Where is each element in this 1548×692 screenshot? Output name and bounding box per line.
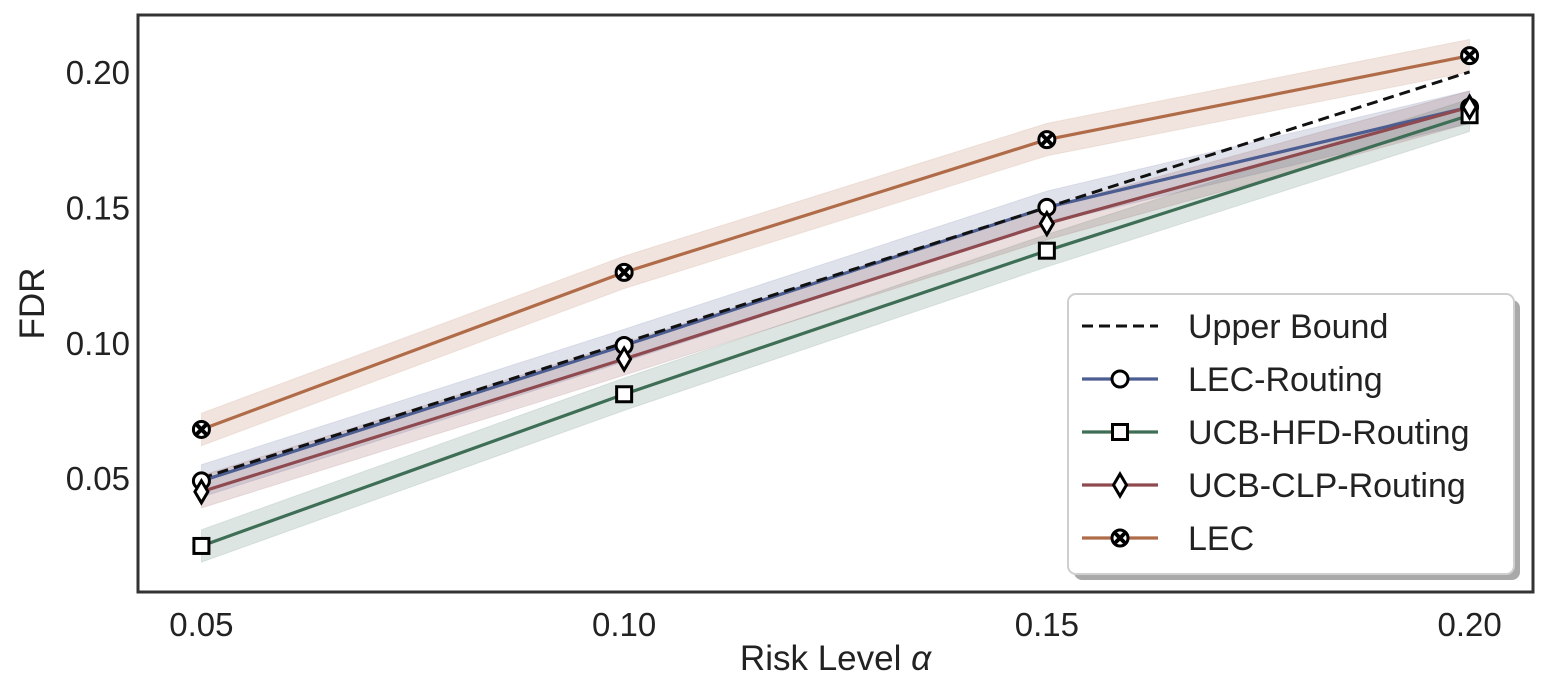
point-lec-3 [1037, 130, 1057, 150]
legend-marker-lec [1110, 528, 1130, 548]
legend-marker-ucb-hfd-routing [1111, 423, 1129, 441]
y-tick-label-1: 0.05 [66, 460, 130, 497]
x-axis-label-text: Risk Level [740, 639, 901, 678]
x-axis-label-symbol: α [911, 639, 932, 678]
band-ucb-hfd-routing [200, 98, 1471, 563]
plot-frame [136, 13, 1535, 594]
legend-entry-ucb-clp-routing: UCB-CLP-Routing [1082, 467, 1466, 505]
point-ucb-hfd-routing-3 [1037, 241, 1056, 260]
y-tick-label-3: 0.15 [66, 189, 130, 226]
x-axis-label: Risk Level α [740, 639, 932, 678]
point-lec-4 [1460, 46, 1480, 66]
legend-entry-upper-bound: Upper Bound [1082, 308, 1388, 346]
x-tick-label-2: 0.10 [592, 606, 656, 643]
y-tick-label-4: 0.20 [66, 54, 130, 91]
legend-entry-ucb-hfd-routing: UCB-HFD-Routing [1082, 414, 1470, 452]
y-axis-label: FDR [13, 268, 52, 340]
line-ucb-clp-routing [200, 105, 1471, 494]
point-ucb-hfd-routing-1 [192, 536, 211, 555]
y-axis-ticks: 0.05 0.10 0.15 0.20 [66, 54, 130, 497]
legend-marker-ucb-clp-routing [1111, 471, 1129, 499]
point-ucb-clp-routing-4 [1461, 93, 1478, 122]
point-ucb-clp-routing-2 [615, 345, 633, 373]
line-upper-bound [200, 70, 1471, 480]
x-axis-ticks: 0.05 0.10 0.15 0.20 [169, 606, 1501, 643]
legend-marker-lec-routing [1110, 369, 1130, 389]
point-ucb-clp-routing-3 [1038, 209, 1056, 238]
y-tick-label-2: 0.10 [66, 325, 130, 362]
legend: Upper Bound LEC-Routing UCB-HFD-Routing UCB… [1067, 293, 1520, 580]
x-tick-label-4: 0.20 [1437, 606, 1501, 643]
x-tick-label-1: 0.05 [169, 606, 233, 643]
legend-label-lec-routing: LEC-Routing [1188, 361, 1383, 399]
series-lines [200, 54, 1471, 548]
series-markers [191, 46, 1480, 555]
line-lec [200, 54, 1470, 431]
legend-entry-lec: LEC [1082, 520, 1254, 558]
point-lec-1 [191, 419, 211, 439]
legend-label-lec: LEC [1188, 520, 1254, 558]
legend-label-ucb-clp-routing: UCB-CLP-Routing [1188, 467, 1466, 505]
legend-entry-lec-routing: LEC-Routing [1082, 361, 1383, 399]
line-ucb-hfd-routing [200, 113, 1471, 548]
point-ucb-clp-routing-1 [193, 477, 210, 506]
legend-label-ucb-hfd-routing: UCB-HFD-Routing [1188, 414, 1470, 452]
legend-box [1067, 293, 1515, 575]
x-tick-label-3: 0.15 [1015, 606, 1079, 643]
legend-label-upper-bound: Upper Bound [1188, 308, 1388, 346]
point-lec-2 [614, 262, 634, 282]
point-ucb-hfd-routing-2 [615, 385, 634, 404]
